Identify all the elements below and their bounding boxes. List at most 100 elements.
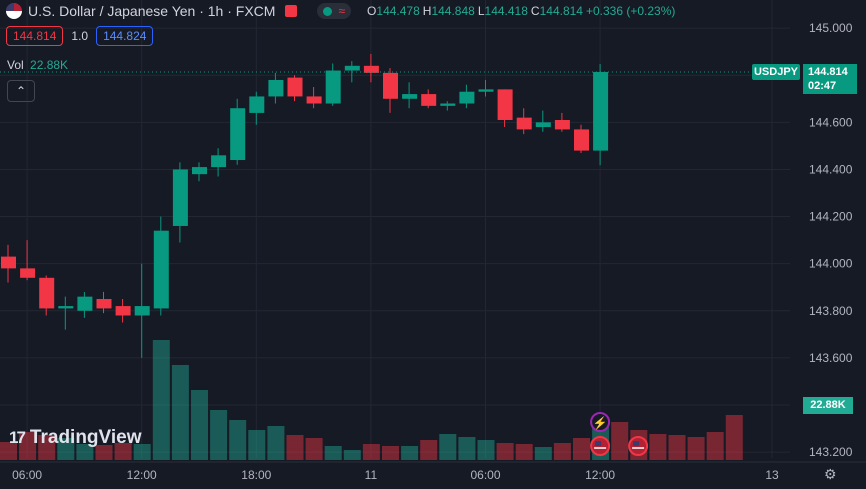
volume-bar (534, 447, 552, 460)
tradingview-logo[interactable]: 17 TradingView (9, 427, 142, 449)
time-tick-label: 12:00 (585, 468, 615, 482)
volume-bar (19, 432, 37, 460)
volume-bar (725, 415, 743, 460)
sell-button[interactable]: 144.814 (6, 26, 64, 46)
volume-bars (0, 340, 743, 460)
candle-body (344, 65, 360, 71)
volume-label: Vol (7, 58, 24, 72)
candle-body (96, 299, 112, 309)
volume-value: 22.88K (30, 58, 69, 72)
ohlc-key: L (477, 4, 485, 18)
candle-body (134, 306, 150, 316)
volume-bar (496, 443, 514, 460)
time-axis[interactable]: 06:00 12:00 18:00 11 06:00 12:00 13 (0, 461, 866, 482)
us-flag-icon (6, 3, 22, 19)
volume-bar (362, 444, 380, 460)
candle-body (306, 96, 322, 104)
candle-body (478, 89, 494, 92)
volume-bar (439, 434, 457, 460)
ohlc-key: H (422, 4, 432, 18)
spread-value: 1.0 (71, 29, 89, 43)
volume-bar (191, 390, 208, 460)
candle-body (230, 108, 246, 161)
us-flag-canton-icon (633, 441, 640, 446)
candle-body (268, 79, 284, 97)
volume-bar (95, 445, 113, 460)
volume-bar (668, 435, 686, 460)
market-closed-icon[interactable] (285, 5, 298, 17)
price-tick-label: 144.000 (809, 257, 853, 271)
volume-bar (57, 438, 75, 460)
volume-bar (248, 430, 266, 460)
volume-bar (401, 446, 419, 460)
volume-bar (706, 432, 724, 460)
candle-body (325, 70, 341, 104)
symbol-badge: USDJPY (752, 63, 800, 80)
volume-bar (458, 437, 476, 460)
ohlc-value: 144.814 (539, 4, 583, 18)
bar-countdown: 02:47 (808, 79, 837, 92)
price-tick-label: 143.600 (809, 351, 853, 365)
ohlc-key: O (367, 4, 377, 18)
event-markers[interactable]: ⚡ (590, 412, 649, 456)
volume-bar (343, 450, 361, 460)
ohlc-item: O144.478 (367, 4, 420, 18)
candle-body (172, 169, 188, 226)
volume-bar (76, 444, 94, 460)
grid-lines (0, 0, 790, 458)
candle-body (39, 277, 55, 309)
brand-name: TradingView (29, 427, 142, 448)
volume-bar (611, 422, 629, 460)
candle-body (249, 96, 265, 113)
trade-panel: 144.814 1.0 144.824 (6, 26, 154, 46)
time-tick-label: 11 (365, 468, 378, 482)
volume-bar (649, 434, 667, 460)
volume-bar (477, 440, 495, 460)
ohlc-item: C144.814 (531, 4, 583, 18)
candle-body (363, 65, 379, 73)
settings-gear-icon[interactable]: ⚙ (824, 466, 837, 482)
volume-bar (171, 365, 189, 460)
candle-body (192, 167, 207, 175)
time-tick-label: 12:00 (127, 468, 157, 482)
price-tick-label: 143.200 (809, 445, 853, 459)
candles (1, 54, 609, 358)
volume-badge: 22.88K (803, 397, 853, 414)
candle-body (593, 71, 609, 151)
candle-body (554, 119, 570, 130)
market-open-dot-icon (323, 6, 333, 16)
price-tick-label: 144.200 (809, 210, 853, 224)
time-tick-label: 18:00 (241, 468, 271, 482)
wave-icon: ≈ (338, 4, 346, 18)
time-tick-label: 13 (765, 468, 779, 482)
volume-bar (267, 426, 285, 460)
collapse-legend-button[interactable]: ⌃ (7, 80, 35, 102)
ohlc-value: 144.848 (431, 4, 475, 18)
candle-body (516, 117, 532, 130)
status-pill[interactable]: ≈ (317, 3, 352, 19)
time-tick-label: 06:00 (12, 468, 42, 482)
volume-bar (133, 444, 151, 460)
chart-header: U.S. Dollar / Japanese Yen · 1h · FXCM ≈… (6, 2, 675, 20)
symbol-title[interactable]: U.S. Dollar / Japanese Yen · 1h · FXCM (28, 3, 276, 19)
buy-button[interactable]: 144.824 (96, 26, 154, 46)
candle-body (402, 94, 418, 99)
candle-body (421, 94, 437, 106)
ohlc-readout: O144.478 H144.848 L144.418 C144.814 +0.336 (… (367, 4, 675, 18)
lightning-event-icon (590, 412, 611, 432)
price-tick-label: 144.400 (809, 162, 853, 176)
candle-body (153, 230, 169, 309)
volume-bar (38, 435, 56, 460)
volume-legend: Vol 22.88K (7, 58, 68, 72)
lightning-glyph-icon: ⚡ (593, 416, 608, 430)
volume-bar (573, 438, 590, 460)
candle-body (115, 306, 131, 316)
candle-body (459, 91, 475, 104)
candle-body (58, 306, 74, 309)
volume-bar (553, 443, 571, 460)
volume-bar (0, 442, 17, 460)
ohlc-key: C (530, 4, 540, 18)
ohlc-value: +0.336 (+0.23%) (585, 4, 676, 18)
candle-body (383, 72, 398, 99)
